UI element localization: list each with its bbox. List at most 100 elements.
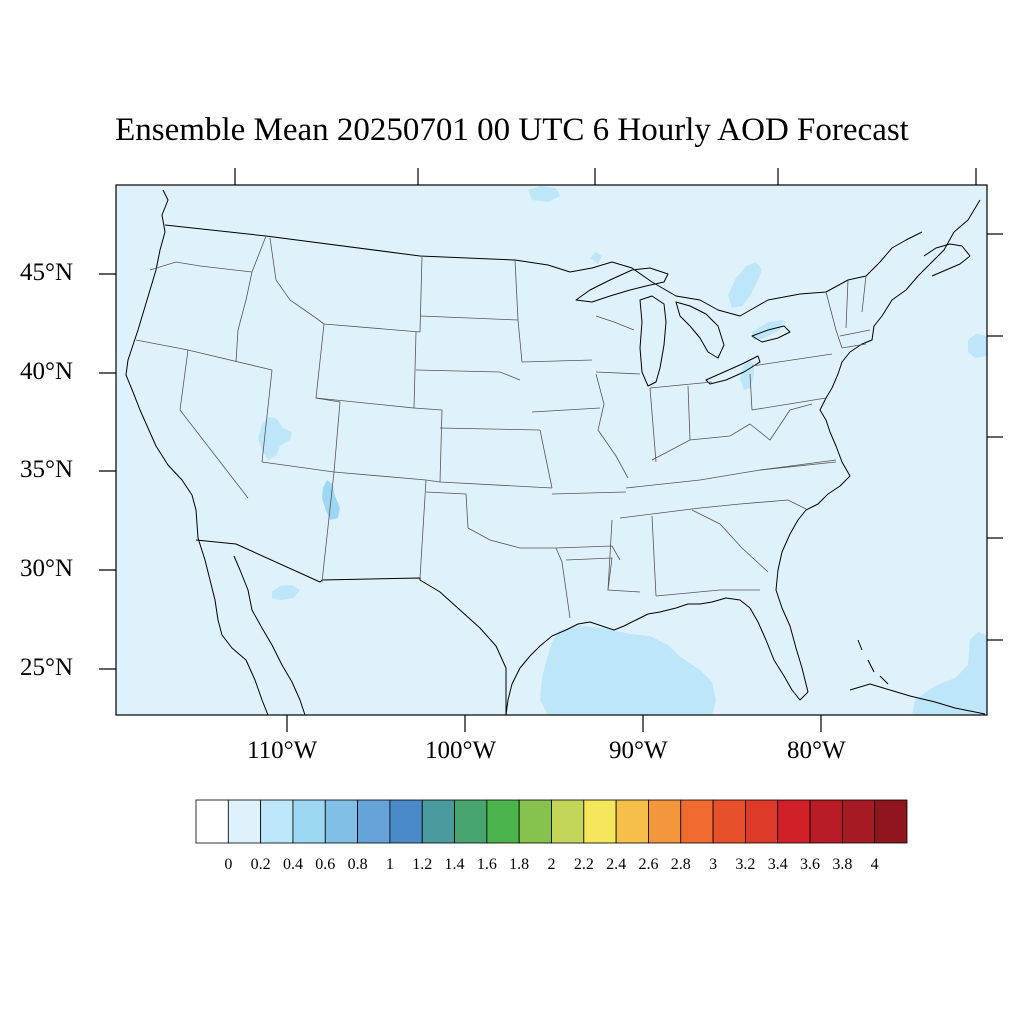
state-line-ne-ks (439, 427, 541, 431)
colorbar-swatch (324, 799, 358, 844)
state-line-va-nc (759, 461, 837, 471)
state-line-wi-mi (595, 315, 635, 331)
state-line-in-oh (687, 385, 691, 441)
lon-label-80w: 80°W (787, 737, 846, 764)
state-line-il-in (649, 387, 657, 463)
colorbar-swatch (615, 799, 649, 844)
state-line-mi-oh (649, 381, 713, 389)
aod-field-background (116, 185, 987, 715)
state-line-ct-ny (841, 343, 867, 349)
state-line-pa-md (751, 397, 827, 411)
florida-coastline (647, 597, 809, 701)
colorbar-tick-label: 3 (709, 856, 718, 873)
colorbar-tick-label: 1 (385, 856, 394, 873)
colorbar-swatch (583, 799, 617, 844)
colorbar-tick-label: 1.8 (509, 856, 530, 873)
colorbar-swatch (518, 799, 552, 844)
colorbar-swatch (421, 799, 455, 844)
colorbar-swatch (292, 799, 326, 844)
colorbar-tick-label: 3.4 (767, 856, 788, 873)
state-line-mt-id (269, 237, 325, 325)
state-line-pa-ny (751, 353, 833, 367)
state-line-ut-az (261, 461, 335, 473)
state-line-ga-sc (691, 509, 769, 573)
state-line-wv-va (749, 403, 813, 441)
lake-ontario (751, 325, 791, 343)
state-line-ms-al (607, 519, 613, 591)
plume-arizona-south (272, 585, 300, 600)
atlantic-coastline (775, 199, 981, 693)
state-line-ok-panhandle (425, 491, 469, 529)
state-line-ar-la (555, 545, 621, 561)
state-line-ky-oh (651, 423, 751, 461)
state-line-vt-nh (845, 279, 849, 329)
colorbar-swatch (486, 799, 520, 844)
colorbar-tick-label: 2.4 (606, 856, 627, 873)
state-line-mn-ia (521, 359, 593, 363)
lat-label-25n: 25°N (20, 654, 74, 681)
state-boundaries (135, 235, 871, 619)
colorbar-swatch (712, 799, 746, 844)
colorbar-tick-label: 3.6 (800, 856, 821, 873)
colorbar-tick-label: 0.6 (315, 856, 336, 873)
us-canada-border (164, 224, 923, 317)
lon-label-110w: 110°W (247, 737, 318, 764)
colorbar-tick-label: 3.2 (735, 856, 756, 873)
colorbar-tick-label: 2.6 (638, 856, 659, 873)
map-title: Ensemble Mean 20250701 00 UTC 6 Hourly A… (115, 112, 909, 148)
plume-atlantic-north (968, 334, 987, 358)
state-line-ks-ok (439, 481, 553, 489)
baja-gulf-coast (233, 555, 306, 715)
colorbar-tick-label: 1.2 (412, 856, 433, 873)
colorbar-swatch (227, 799, 262, 844)
colorbar-swatch (389, 799, 423, 844)
colorbar-swatch (809, 799, 843, 844)
state-line-nd-mn (514, 259, 523, 363)
colorbar-tick-label: 0.8 (347, 856, 368, 873)
colorbar-tick-label: 4 (870, 856, 879, 873)
state-line-mt-wy (323, 323, 421, 333)
colorbar (195, 799, 908, 844)
state-line-al-ga (651, 515, 657, 597)
state-line-il-west (595, 373, 629, 479)
state-line-il-wi (595, 371, 641, 375)
state-line-nv-ut (261, 369, 273, 463)
state-line-az-nm (321, 471, 335, 583)
lon-label-100w: 100°W (425, 737, 497, 764)
state-line-nc-sc (739, 499, 809, 511)
colorbar-tick-label: 1.4 (444, 856, 465, 873)
state-line-id-west (235, 235, 267, 363)
colorbar-swatch (745, 799, 779, 844)
plume-gulf-of-mexico (540, 626, 716, 715)
lake-superior (575, 267, 669, 303)
colorbar-swatch (648, 799, 682, 844)
state-line-ca-nv (179, 349, 249, 499)
colorbar-swatch (874, 799, 908, 844)
nova-scotia (923, 243, 971, 277)
state-line-nd-sd (419, 315, 519, 321)
colorbar-tick-label: 0.2 (250, 856, 271, 873)
plume-lake-huron-michigan (728, 262, 762, 308)
state-line-sd-ne (415, 369, 521, 381)
state-line-mo-ar (551, 491, 627, 495)
state-line-nm-tx (419, 479, 427, 579)
state-line-la-tx (555, 547, 571, 619)
pacific-coastline (125, 189, 269, 715)
state-line-mo-ks (539, 429, 553, 489)
state-line-oh-pa (749, 373, 753, 411)
state-line-ma-south (839, 329, 871, 337)
cuba (849, 683, 986, 715)
colorbar-swatch (357, 799, 391, 844)
state-line-ny-vt (825, 291, 843, 349)
state-line-co-ks (413, 407, 443, 483)
map-ticks (99, 168, 1003, 732)
colorbar-swatch (680, 799, 714, 844)
lat-label-35n: 35°N (20, 456, 74, 483)
bahamas (857, 639, 889, 685)
gulf-coastline (505, 613, 649, 715)
state-line-ia-mo (531, 407, 601, 413)
lat-label-45n: 45°N (20, 259, 74, 286)
colorbar-swatch (454, 799, 488, 844)
